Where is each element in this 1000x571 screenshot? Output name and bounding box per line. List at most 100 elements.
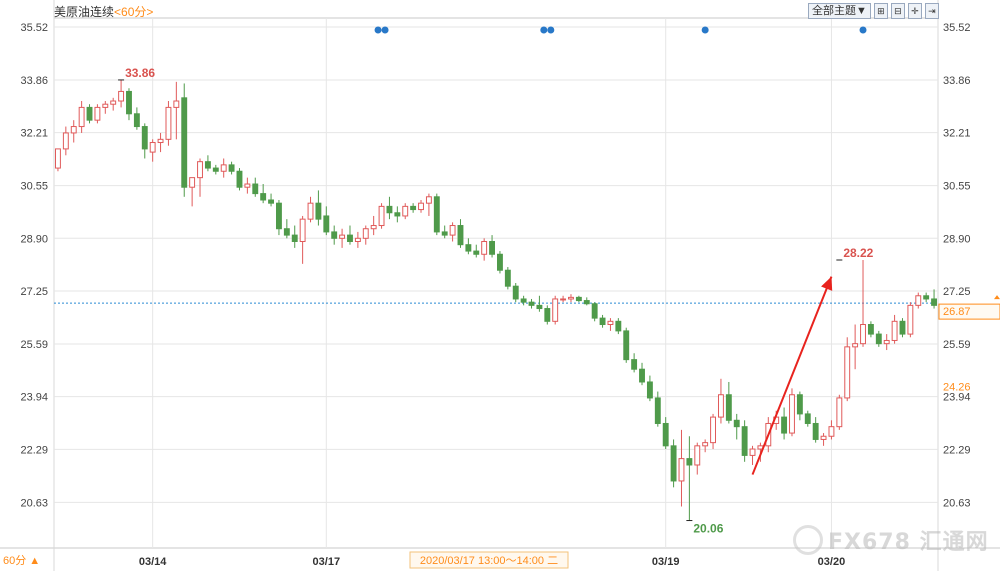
candle-body[interactable] — [236, 170, 243, 188]
candle-body[interactable] — [820, 435, 827, 440]
candle-body[interactable] — [149, 142, 156, 153]
candle-body[interactable] — [425, 196, 432, 204]
candle-body[interactable] — [204, 161, 211, 169]
candle-body[interactable] — [575, 296, 582, 302]
candle-body[interactable] — [631, 359, 638, 370]
candle-body[interactable] — [536, 304, 543, 310]
candle-body[interactable] — [347, 234, 353, 242]
candle-body[interactable] — [118, 90, 125, 102]
candle-body[interactable] — [686, 458, 693, 466]
candle-body[interactable] — [654, 397, 661, 424]
candle-body[interactable] — [733, 419, 740, 428]
candle-body[interactable] — [891, 320, 898, 341]
candle-body[interactable] — [489, 240, 496, 255]
event-marker-icon[interactable] — [374, 26, 382, 34]
candle-body[interactable] — [670, 445, 677, 482]
candle-body[interactable] — [844, 346, 851, 399]
candle-body[interactable] — [741, 426, 748, 456]
candle-body[interactable] — [110, 100, 117, 105]
candle-body[interactable] — [212, 167, 219, 172]
candle-body[interactable] — [623, 330, 630, 361]
candle-body[interactable] — [702, 442, 709, 447]
candle-body[interactable] — [875, 333, 882, 345]
candle-body[interactable] — [299, 218, 306, 242]
candle-body[interactable] — [552, 298, 559, 322]
candle-body[interactable] — [678, 458, 685, 482]
candle-body[interactable] — [646, 381, 653, 399]
candle-body[interactable] — [260, 193, 267, 201]
candle-body[interactable] — [520, 298, 527, 303]
candle-body[interactable] — [568, 296, 574, 300]
candle-body[interactable] — [473, 250, 480, 255]
zoom-in-icon[interactable]: ⊞ — [873, 3, 888, 19]
candle-body[interactable] — [133, 113, 140, 128]
candle-body[interactable] — [560, 298, 567, 301]
candle-body[interactable] — [307, 202, 314, 220]
candle-body[interactable] — [418, 202, 424, 211]
candle-body[interactable] — [583, 300, 590, 305]
candle-body[interactable] — [402, 205, 409, 217]
candle-body[interactable] — [275, 202, 282, 230]
topic-dropdown[interactable]: 全部主题▼ — [808, 3, 871, 19]
candle-body[interactable] — [291, 234, 298, 242]
candle-body[interactable] — [481, 240, 488, 255]
candle-body[interactable] — [394, 212, 401, 217]
candle-body[interactable] — [725, 394, 732, 421]
candle-body[interactable] — [591, 303, 598, 319]
candle-body[interactable] — [252, 183, 259, 195]
candle-body[interactable] — [165, 106, 172, 140]
candle-body[interactable] — [465, 244, 472, 252]
candle-body[interactable] — [433, 196, 440, 233]
event-marker-icon[interactable] — [381, 26, 389, 34]
candle-body[interactable] — [615, 320, 622, 332]
candle-body[interactable] — [441, 231, 448, 236]
candle-body[interactable] — [449, 225, 456, 236]
candle-body[interactable] — [504, 269, 511, 287]
candle-body[interactable] — [867, 324, 874, 335]
candle-body[interactable] — [907, 304, 914, 335]
candle-body[interactable] — [362, 228, 369, 239]
period-selector[interactable]: 60分 ▲ — [3, 555, 41, 567]
candle-body[interactable] — [220, 164, 227, 172]
candle-body[interactable] — [386, 205, 393, 214]
event-marker-icon[interactable] — [547, 26, 555, 34]
candle-body[interactable] — [173, 100, 180, 108]
candle-body[interactable] — [852, 343, 859, 348]
candle-body[interactable] — [710, 416, 717, 444]
candle-body[interactable] — [899, 320, 906, 335]
candle-body[interactable] — [331, 231, 338, 239]
candle-body[interactable] — [860, 324, 866, 345]
candle-body[interactable] — [141, 126, 148, 150]
candle-body[interactable] — [923, 295, 930, 300]
candle-body[interactable] — [828, 426, 835, 437]
candle-body[interactable] — [789, 394, 795, 434]
candle-body[interactable] — [86, 106, 93, 121]
candle-body[interactable] — [915, 295, 922, 306]
candle-body[interactable] — [836, 397, 843, 428]
candle-body[interactable] — [157, 138, 164, 144]
candle-body[interactable] — [749, 448, 756, 456]
candle-body[interactable] — [883, 339, 890, 345]
candle-body[interactable] — [931, 298, 938, 306]
candle-body[interactable] — [496, 253, 503, 271]
event-marker-icon[interactable] — [540, 26, 548, 34]
candle-body[interactable] — [126, 90, 132, 115]
candle-body[interactable] — [228, 164, 235, 172]
candle-body[interactable] — [323, 215, 330, 233]
event-marker-icon[interactable] — [859, 26, 867, 34]
candle-body[interactable] — [181, 97, 188, 188]
zoom-out-icon[interactable]: ⊟ — [890, 3, 905, 19]
candle-body[interactable] — [268, 199, 275, 204]
candle-body[interactable] — [102, 103, 109, 108]
candle-body[interactable] — [812, 422, 819, 440]
candle-body[interactable] — [528, 301, 535, 306]
candle-body[interactable] — [339, 234, 346, 239]
expand-icon[interactable]: ⇥ — [924, 3, 939, 19]
candle-body[interactable] — [244, 183, 251, 188]
candle-body[interactable] — [662, 422, 669, 447]
candle-body[interactable] — [94, 106, 101, 121]
candle-body[interactable] — [354, 237, 361, 242]
candle-body[interactable] — [197, 161, 203, 179]
candle-body[interactable] — [512, 285, 519, 300]
event-marker-icon[interactable] — [701, 26, 709, 34]
